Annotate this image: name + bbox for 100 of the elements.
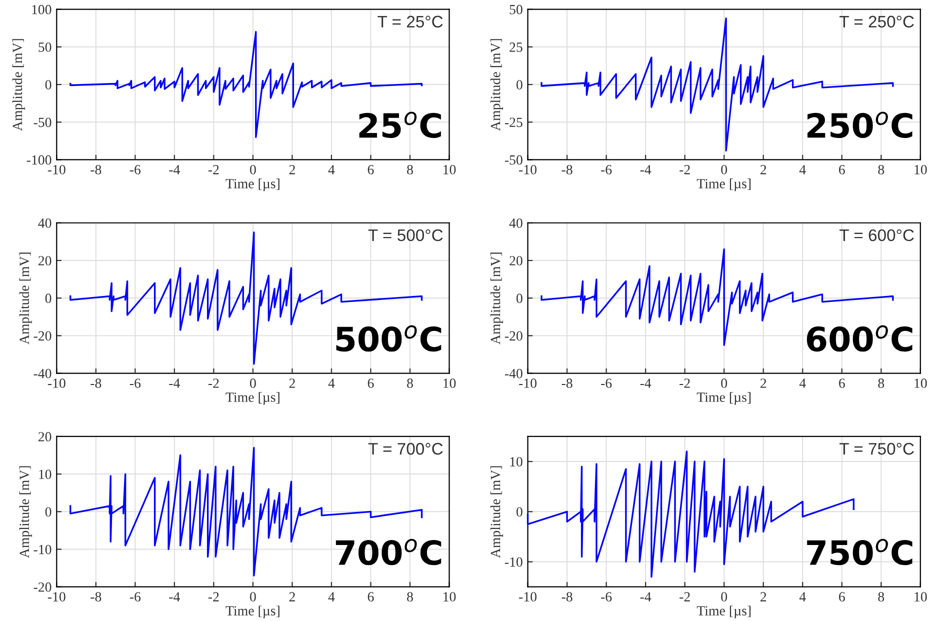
x-tick-label: -4 [640,165,652,174]
y-tick-label: -20 [34,331,52,341]
x-tick-label: 6 [839,592,845,602]
x-tick-label: -2 [208,165,219,174]
y-axis-title: Amplitude [mV] [490,39,504,131]
y-tick-label: 100 [32,4,52,14]
annotation: 25$^{o}$C [359,112,441,138]
y-tick-label: 0 [45,80,52,90]
y-tick-label: 0 [516,80,522,90]
x-tick-label: -4 [169,165,180,174]
x-tick-label: 4 [328,165,335,174]
x-tick-label: -8 [562,378,572,388]
x-tick-label: 6 [839,378,845,388]
x-tick-label: -4 [640,378,652,388]
annotation: 250$^{o}$C [807,112,912,138]
y-tick-label: -20 [34,582,52,592]
y-tick-label: 0 [516,507,522,517]
y-axis-title: Amplitude [mV] [19,252,32,344]
x-tick-label: 10 [914,378,927,388]
annotation: T = 750°C [840,442,914,455]
x-tick-label: -4 [169,378,180,388]
x-tick-label: 8 [878,164,884,174]
x-tick-label: 0 [250,378,256,388]
x-tick-label: -6 [601,378,612,388]
x-tick-label: 2 [289,378,295,388]
x-tick-label: 4 [799,165,806,174]
x-tick-label: 6 [368,592,374,602]
y-tick-label: -50 [34,118,52,128]
x-tick-label: -6 [130,592,141,602]
annotation: 500$^{o}$C [336,325,442,352]
y-tick-label: 10 [39,470,52,479]
x-tick-label: 10 [444,592,456,602]
x-tick-label: -2 [208,592,219,602]
x-tick-label: -8 [562,164,572,174]
y-axis-title: Amplitude [mV] [490,466,504,558]
y-tick-label: -100 [26,155,52,165]
annotation: T = 500°C [368,229,443,242]
x-tick-label: 10 [444,164,456,174]
y-tick-label: -20 [504,331,522,341]
y-tick-label: 40 [38,218,52,228]
y-tick-label: -10 [504,557,522,567]
y-tick-label: 20 [38,256,52,266]
x-tick-label: 0 [721,378,728,388]
x-tick-label: -6 [601,165,612,174]
x-tick-label: 8 [407,378,413,388]
y-tick-label: 25 [510,42,522,52]
annotation: T = 700°C [368,442,443,455]
x-axis-title: Time [µs] [696,392,751,405]
x-tick-label: 0 [721,592,728,602]
x-tick-label: 8 [407,164,413,174]
y-axis-title: Amplitude [mV] [12,39,25,131]
x-tick-label: 2 [760,165,766,174]
x-axis-title: Time [µs] [696,178,751,192]
y-tick-label: 40 [509,218,522,228]
x-tick-label: -8 [90,378,102,388]
x-axis-title: Time [µs] [696,606,751,618]
x-tick-label: 10 [444,378,456,388]
y-tick-label: 0 [45,294,52,304]
x-tick-label: 4 [799,592,806,602]
y-tick-label: 10 [510,457,522,466]
x-tick-label: 4 [328,592,335,602]
annotation: 750$^{o}$C [807,538,912,566]
x-tick-label: 0 [721,164,728,174]
y-tick-label: -25 [504,118,522,128]
x-tick-label: -8 [90,592,102,602]
y-tick-label: 20 [510,256,522,266]
x-tick-label: 0 [250,164,256,174]
x-tick-label: 10 [914,592,927,602]
y-tick-label: -40 [504,368,522,378]
x-tick-label: -6 [130,165,141,174]
x-tick-label: 8 [407,592,413,602]
x-tick-label: 0 [250,592,256,602]
x-tick-label: 2 [760,378,766,388]
x-tick-label: 6 [368,165,374,174]
y-tick-label: 50 [510,4,522,14]
annotation: T = 600°C [840,229,914,242]
x-tick-label: 2 [760,592,766,602]
x-tick-label: -4 [169,592,180,602]
x-axis-title: Time [µs] [226,392,280,405]
annotation: 700$^{o}$C [336,538,442,566]
y-tick-label: 50 [38,42,52,52]
x-tick-label: 8 [878,378,884,388]
annotation: 600$^{o}$C [806,325,912,352]
annotation: T = 250°C [840,16,914,28]
y-tick-label: -50 [504,155,522,165]
y-axis-title: Amplitude [mV] [490,252,504,344]
y-tick-label: 0 [45,507,52,517]
annotation: T = 25°C [378,16,443,28]
x-axis-title: Time [µs] [226,178,280,192]
x-tick-label: 2 [289,165,295,174]
y-tick-label: 20 [38,432,52,442]
x-tick-label: 2 [289,592,295,602]
x-tick-label: -2 [208,378,219,388]
x-tick-label: -6 [130,378,141,388]
x-tick-label: -2 [680,378,690,388]
x-tick-label: 8 [878,592,884,602]
x-tick-label: -4 [640,592,652,602]
x-tick-label: 4 [799,378,806,388]
y-tick-label: -40 [34,368,52,378]
x-tick-label: -2 [680,592,690,602]
